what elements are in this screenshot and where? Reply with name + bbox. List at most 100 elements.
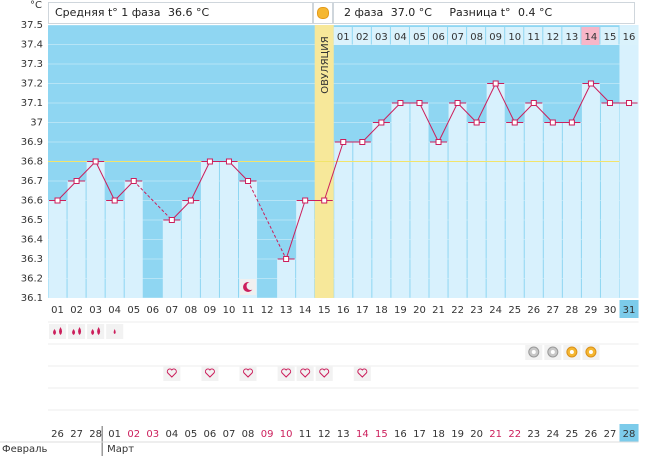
month-label-mar: Март [107,444,134,455]
y-tick-label: 36.5 [21,215,43,226]
temperature-point [321,197,328,204]
temperature-bar [524,103,543,298]
date-label: 01 [108,429,121,440]
temperature-bar [67,181,86,298]
temperature-line [95,161,116,201]
dpo-cell [371,27,390,45]
temperature-point [568,119,575,126]
dpo-cell [467,27,486,45]
dpo-label: 11 [527,32,540,43]
date-label: 14 [356,429,369,440]
dpo-label: 08 [470,32,483,43]
temperature-point [435,139,442,145]
y-tick-label: 36.8 [21,157,43,168]
y-tick-label: 37.5 [21,20,43,31]
dpo-label: 06 [432,32,445,43]
phase1-label: Средняя t° 1 фаза [55,6,161,19]
date-highlight [619,424,639,442]
cycle-day-highlight [619,300,639,318]
temperature-bar [448,103,467,298]
dpo-cell [543,27,562,45]
temperature-line [495,83,516,123]
cycle-day-label: 20 [413,305,426,316]
temperature-bar [429,142,448,298]
date-label: 28 [623,429,636,440]
phase2-label: 2 фаза [344,6,384,19]
temperature-point [73,178,80,184]
temperature-point [283,256,290,262]
temperature-bar [48,200,67,298]
temperature-line [476,83,497,123]
temperature-bar [200,161,219,298]
temperature-line [590,83,611,104]
cycle-day-label: 10 [223,305,236,316]
temperature-bar [124,181,143,298]
heart-cell [353,366,371,381]
temperature-point [378,119,385,126]
temperature-line [381,102,401,123]
cycle-day-label: 18 [375,305,388,316]
date-label: 13 [337,429,350,440]
temperature-point [511,119,518,126]
cycle-day-label: 09 [204,305,217,316]
temperature-bar [391,103,410,298]
cycle-day-label: 02 [70,305,83,316]
drop-large-icon [59,327,63,335]
heart-icon [204,368,215,378]
dpo-cell [600,27,619,45]
temperature-bar [486,83,505,298]
temperature-bar [181,200,200,298]
temperature-bar [543,122,562,298]
heart-icon [166,368,177,378]
dpo-cell [505,27,524,45]
temperature-line [76,161,96,182]
temperature-point [606,100,613,106]
date-label: 18 [432,429,445,440]
cycle-day-label: 24 [489,305,502,316]
dpo-cell [619,27,638,45]
heart-icon [300,368,311,378]
temperature-point [587,80,594,87]
date-label: 27 [70,429,83,440]
y-tick-label: 36.4 [21,235,43,246]
cycle-day-label: 12 [261,305,274,316]
heart-cell [315,366,333,381]
temperature-point [340,139,347,145]
y-tick-label: 36.9 [21,137,43,148]
heart-cell [201,366,219,381]
cycle-day-label: 05 [127,305,140,316]
temperature-bar [162,220,181,298]
temperature-bar [505,122,524,298]
temperature-bar [600,103,619,298]
dpo-label: 03 [375,32,388,43]
dpo-cell [448,27,467,45]
cycle-day-label: 22 [451,305,464,316]
y-tick-label: 36.7 [21,176,43,187]
date-label: 23 [527,429,540,440]
dpo-label: 02 [356,32,369,43]
temperature-bar [353,142,372,298]
temperature-bar [239,181,258,298]
cycle-day-label: 06 [146,305,159,316]
temperature-line [228,161,249,182]
cycle-day-label: 11 [242,305,255,316]
phase1-value: 36.6 °C [168,6,210,19]
temperature-point [130,178,137,184]
date-label: 11 [299,429,312,440]
dpo-label: 13 [566,32,579,43]
temperature-bar [86,161,105,298]
y-tick-label: 36.6 [21,196,43,207]
ovulation-header [313,2,333,24]
flow-cell [49,324,67,339]
test-positive-icon-center [588,350,593,354]
dpo-cell [390,27,409,45]
cycle-day-label: 14 [299,305,312,316]
date-label: 17 [413,429,426,440]
temperature-bar [562,122,581,298]
cycle-day-label: 25 [508,305,521,316]
date-label: 09 [261,429,274,440]
temperature-point [626,100,633,106]
cycle-day-label: 29 [585,305,598,316]
temperature-bar [334,142,353,298]
